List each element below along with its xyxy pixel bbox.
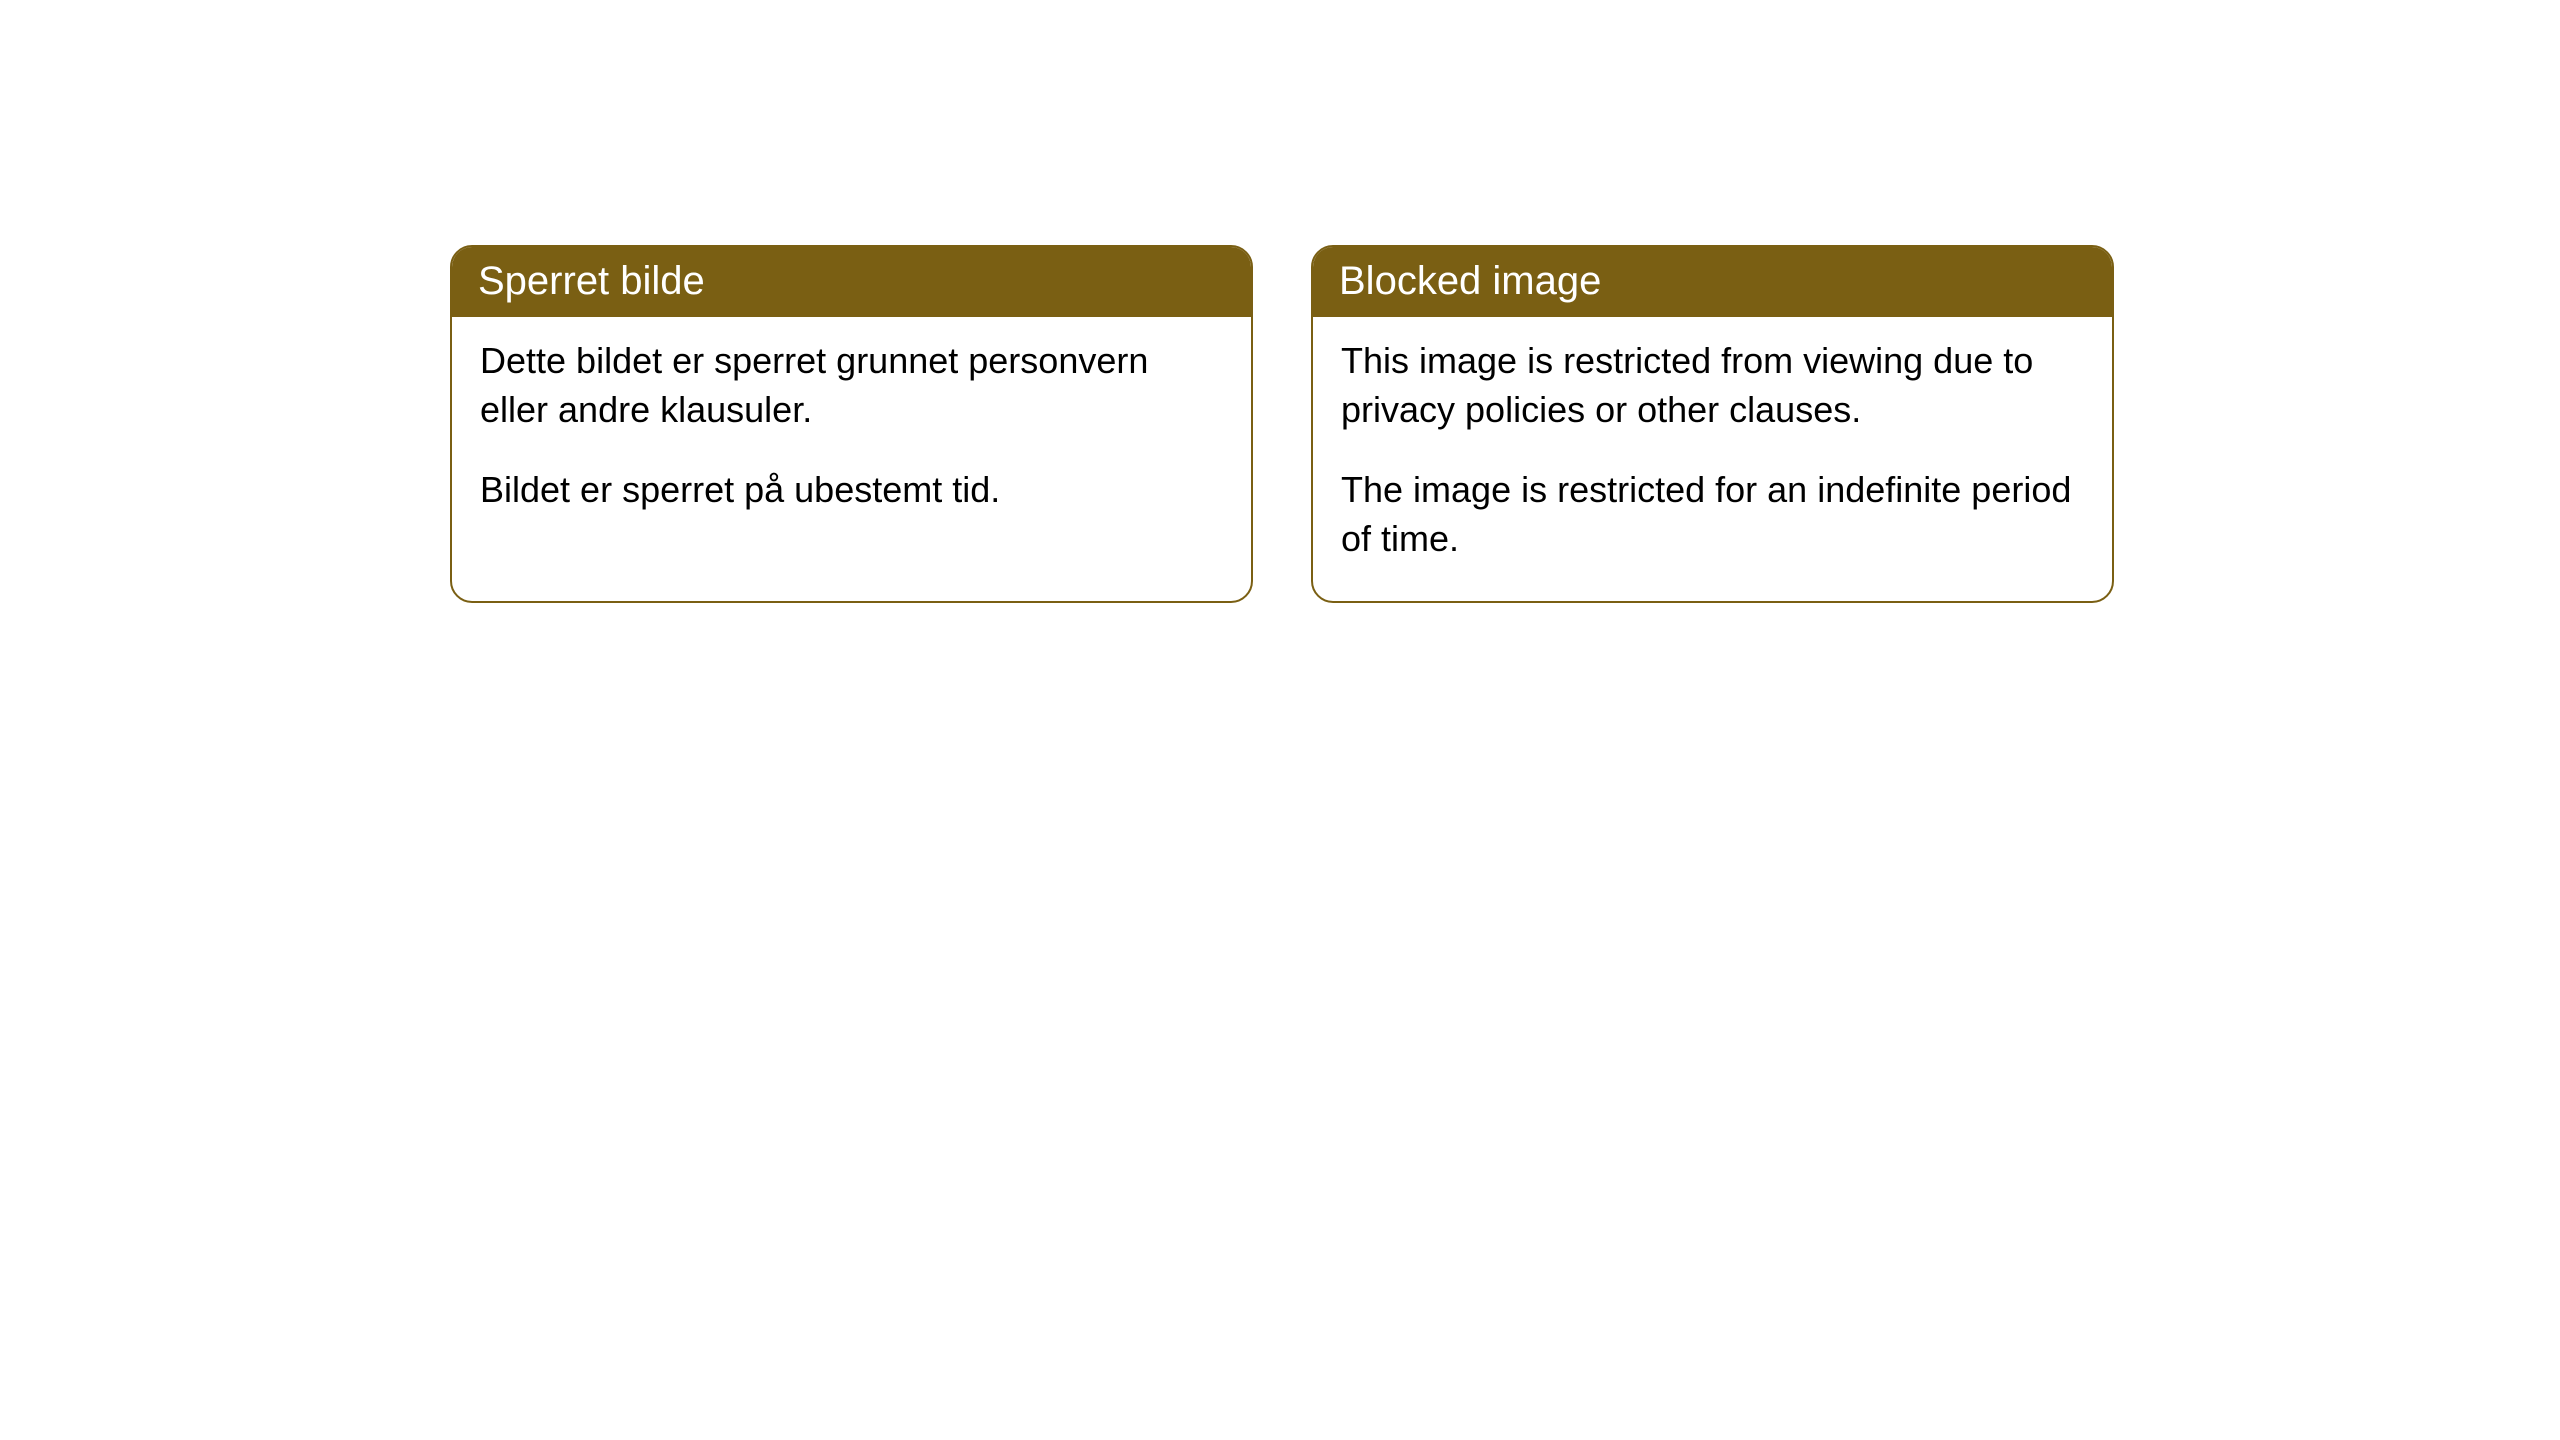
card-body: Dette bildet er sperret grunnet personve… [452,317,1251,553]
card-header: Sperret bilde [452,247,1251,317]
card-paragraph: The image is restricted for an indefinit… [1341,466,2084,563]
card-paragraph: Dette bildet er sperret grunnet personve… [480,337,1223,434]
card-header: Blocked image [1313,247,2112,317]
blocked-image-card-no: Sperret bilde Dette bildet er sperret gr… [450,245,1253,603]
card-paragraph: This image is restricted from viewing du… [1341,337,2084,434]
card-paragraph: Bildet er sperret på ubestemt tid. [480,466,1223,515]
card-body: This image is restricted from viewing du… [1313,317,2112,601]
cards-container: Sperret bilde Dette bildet er sperret gr… [450,245,2114,603]
blocked-image-card-en: Blocked image This image is restricted f… [1311,245,2114,603]
